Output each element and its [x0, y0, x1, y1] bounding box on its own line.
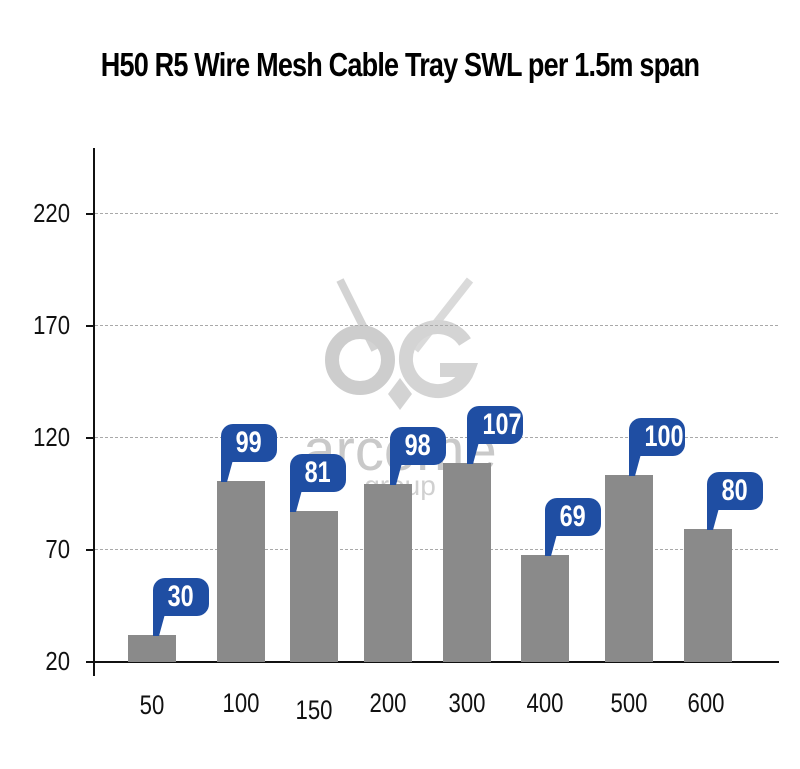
- bar-200: [364, 484, 412, 662]
- x-tick-label: 150: [295, 695, 333, 725]
- value-label-150: 81: [290, 454, 346, 512]
- bar-600: [684, 529, 732, 662]
- y-tick-label: 220: [33, 198, 70, 228]
- y-tick: [86, 213, 94, 215]
- bar-100: [217, 481, 265, 662]
- y-tick-label: 170: [33, 310, 70, 340]
- value-label-400: 69: [545, 498, 601, 556]
- bar-500: [605, 475, 653, 662]
- gridline-170: [95, 325, 778, 326]
- y-axis: [93, 148, 95, 676]
- x-axis: [86, 661, 779, 663]
- x-tick-label: 50: [139, 690, 165, 720]
- bar-50: [128, 635, 176, 662]
- bar-300: [443, 463, 491, 662]
- x-tick-label: 500: [610, 688, 648, 718]
- x-tick-label: 400: [526, 688, 564, 718]
- y-tick: [86, 325, 94, 327]
- x-tick-label: 600: [687, 688, 725, 718]
- x-tick-label: 200: [369, 688, 407, 718]
- gridline-70: [95, 549, 778, 550]
- value-label-600: 80: [707, 472, 763, 530]
- value-label-100: 99: [221, 424, 277, 482]
- x-tick-label: 100: [222, 688, 260, 718]
- y-tick-label: 120: [33, 422, 70, 452]
- value-label-200: 98: [390, 427, 446, 485]
- bar-400: [521, 555, 569, 662]
- y-tick: [86, 549, 94, 551]
- value-label-50: 30: [153, 578, 209, 636]
- x-tick-label: 300: [448, 688, 486, 718]
- bar-150: [290, 511, 338, 662]
- chart-title: H50 R5 Wire Mesh Cable Tray SWL per 1.5m…: [100, 46, 700, 83]
- y-tick: [86, 437, 94, 439]
- gridline-220: [95, 213, 778, 214]
- y-tick-label: 70: [45, 534, 70, 564]
- value-label-500: 100: [629, 418, 685, 476]
- y-tick-label: 20: [45, 646, 70, 676]
- value-label-300: 107: [467, 406, 523, 464]
